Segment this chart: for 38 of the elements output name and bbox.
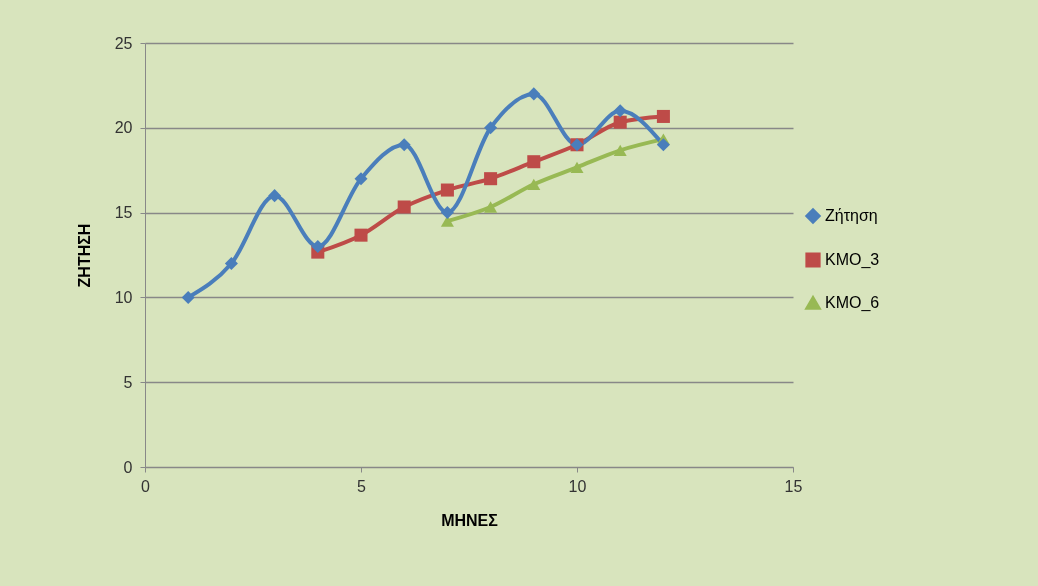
point	[613, 104, 627, 118]
point	[397, 200, 411, 214]
point	[484, 172, 498, 186]
y-axis-title: ΖΗΤΗΣΗ	[75, 223, 93, 288]
point	[613, 144, 627, 156]
y-tick-label: 10	[114, 288, 133, 306]
point	[613, 115, 627, 129]
point	[527, 155, 541, 169]
point	[311, 240, 325, 254]
point	[268, 189, 282, 203]
point	[224, 256, 238, 270]
y-tick-label: 25	[114, 34, 133, 52]
point	[354, 172, 368, 186]
point	[440, 206, 454, 220]
point	[397, 138, 411, 152]
y-tick-label: 0	[123, 458, 133, 476]
point	[440, 215, 454, 227]
point	[354, 228, 368, 242]
point	[484, 121, 498, 135]
legend-label: Ζήτηση	[825, 207, 878, 224]
point	[527, 178, 541, 190]
point	[527, 87, 541, 101]
point	[656, 109, 670, 123]
x-tick-label: 10	[568, 477, 587, 495]
x-tick-label: 0	[141, 477, 151, 495]
point	[440, 183, 454, 197]
legend-label: ΚΜΟ_3	[825, 251, 880, 269]
x-axis-title: ΜΗΝΕΣ	[441, 511, 499, 529]
x-tick-label: 15	[784, 477, 803, 495]
y-tick-label: 5	[123, 373, 133, 391]
point	[181, 290, 195, 304]
x-tick-label: 5	[357, 477, 367, 495]
legend-label: ΚΜΟ_6	[825, 294, 880, 312]
y-tick-label: 20	[114, 119, 133, 137]
point	[484, 201, 498, 213]
point	[570, 161, 584, 173]
point	[656, 138, 670, 152]
y-tick-label: 15	[114, 204, 133, 222]
